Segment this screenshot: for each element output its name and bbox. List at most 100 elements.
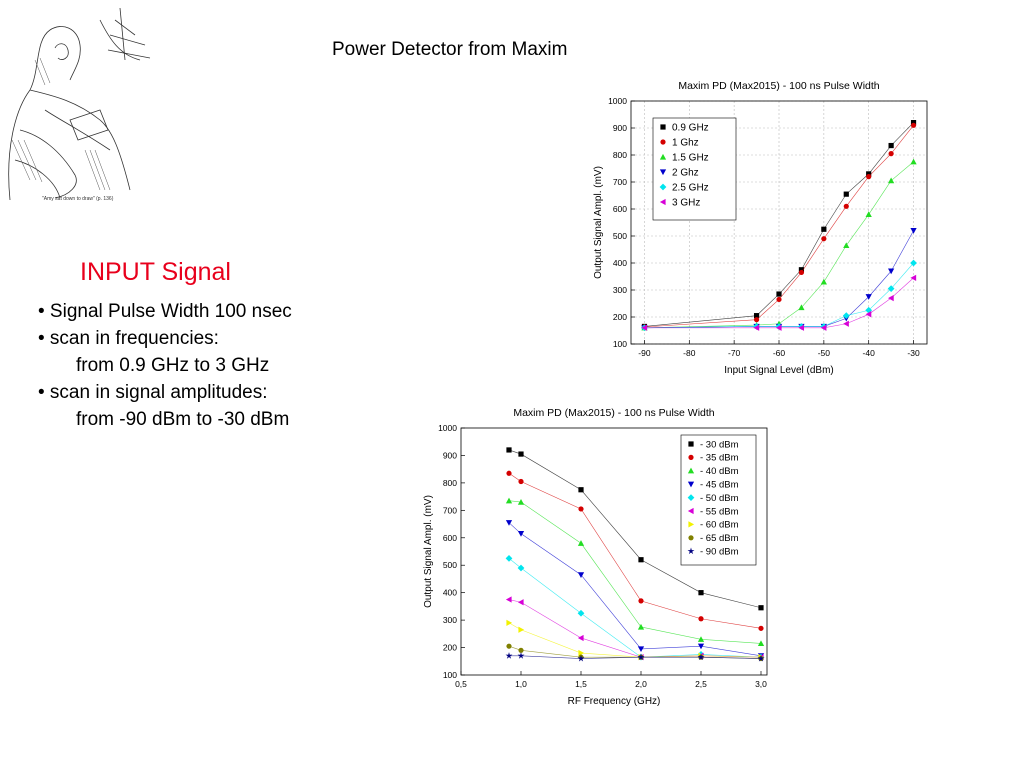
x-axis-label: Input Signal Level (dBm) xyxy=(724,365,834,376)
x-tick-label: 1,0 xyxy=(515,679,527,689)
bullet-item: from -90 dBm to -30 dBm xyxy=(76,409,290,430)
data-point-marker xyxy=(865,294,872,300)
data-point-marker xyxy=(577,654,585,662)
series xyxy=(505,520,765,659)
data-point-marker xyxy=(843,203,849,209)
bullet-item: • Signal Pulse Width 100 nsec xyxy=(38,301,292,322)
data-point-marker xyxy=(820,324,827,331)
data-point-marker xyxy=(688,441,694,447)
data-point-marker xyxy=(505,596,512,603)
data-point-marker xyxy=(888,177,895,184)
illustration-caption: "Amy sat down to draw" (p. 136) xyxy=(42,196,114,202)
data-point-marker xyxy=(798,304,805,311)
data-point-marker xyxy=(798,267,805,273)
data-point-marker xyxy=(698,616,704,622)
legend-label: - 60 dBm xyxy=(700,520,739,531)
y-tick-label: 700 xyxy=(613,177,627,187)
data-point-marker xyxy=(687,467,695,474)
x-tick-label: 1,5 xyxy=(575,679,587,689)
data-point-marker xyxy=(505,520,513,526)
data-point-marker xyxy=(577,609,585,617)
chart-power-vs-input-level: Maxim PD (Max2015) - 100 ns Pulse Width 1… xyxy=(593,80,928,376)
y-tick-label: 800 xyxy=(443,478,457,488)
data-point-marker xyxy=(687,547,695,555)
data-point-marker xyxy=(775,324,782,331)
series xyxy=(505,497,765,647)
data-point-marker xyxy=(910,259,917,267)
plot-frame xyxy=(460,427,768,676)
legend-label: - 50 dBm xyxy=(700,493,739,504)
bullet-list: • Signal Pulse Width 100 nsec • scan in f… xyxy=(38,298,292,433)
data-point-marker xyxy=(659,183,667,191)
data-point-marker xyxy=(697,636,705,642)
x-tick-label: -40 xyxy=(863,348,876,358)
y-tick-label: 900 xyxy=(443,450,457,460)
chart-legend: 0.9 GHz 1 Ghz 1.5 GHz 2 Ghz 2.5 GHz 3 GHz xyxy=(652,117,737,221)
legend-frame xyxy=(680,434,757,566)
series-line xyxy=(508,500,762,644)
data-point-marker xyxy=(659,198,666,206)
legend-label: - 30 dBm xyxy=(700,439,739,450)
data-point-marker xyxy=(637,646,645,653)
data-point-marker xyxy=(506,619,513,626)
y-tick-label: 200 xyxy=(443,643,457,653)
data-point-marker xyxy=(758,625,764,631)
data-point-marker xyxy=(798,269,805,276)
series xyxy=(641,122,917,330)
series-line xyxy=(508,558,762,658)
data-point-marker xyxy=(637,653,645,661)
y-tick-label: 600 xyxy=(443,533,457,543)
bullet-item: • scan in frequencies: xyxy=(38,328,219,349)
data-point-marker xyxy=(688,454,694,460)
series xyxy=(506,470,764,631)
y-axis-label: Output Signal Ampl. (mV) xyxy=(423,495,434,608)
data-point-marker xyxy=(506,643,512,649)
series-line xyxy=(509,655,762,659)
data-point-marker xyxy=(910,158,917,165)
bullet-item: from 0.9 GHz to 3 GHz xyxy=(76,355,270,376)
series xyxy=(505,596,764,661)
x-tick-label: 2,0 xyxy=(635,679,647,689)
data-point-marker xyxy=(687,481,695,488)
girl-drawing-illustration: "Amy sat down to draw" (p. 136) xyxy=(8,7,151,202)
data-point-marker xyxy=(866,174,872,180)
series xyxy=(505,652,765,662)
series xyxy=(506,619,765,661)
data-point-marker xyxy=(518,478,524,485)
legend-label: - 65 dBm xyxy=(700,533,739,544)
y-axis-label: Output Signal Ampl. (mV) xyxy=(593,166,604,279)
x-tick-label: -90 xyxy=(638,348,651,358)
legend-frame xyxy=(652,117,737,221)
legend-label: 2 Ghz xyxy=(672,167,699,178)
y-tick-label: 500 xyxy=(613,231,627,241)
data-point-marker xyxy=(821,226,827,232)
data-point-marker xyxy=(505,554,513,562)
data-point-marker xyxy=(865,311,872,318)
legend-label: 2.5 GHz xyxy=(672,182,709,193)
data-point-marker xyxy=(843,242,850,249)
x-tick-label: -50 xyxy=(818,348,831,358)
x-axis-label: RF Frequency (GHz) xyxy=(568,696,661,707)
x-tick-label: -60 xyxy=(773,348,786,358)
data-point-marker xyxy=(517,652,525,659)
y-tick-label: 300 xyxy=(613,285,627,295)
data-point-marker xyxy=(910,274,917,281)
data-point-marker xyxy=(910,228,917,234)
legend-label: 1.5 GHz xyxy=(672,152,709,163)
data-point-marker xyxy=(577,572,585,578)
data-point-marker xyxy=(757,640,765,647)
input-signal-heading: INPUT Signal xyxy=(80,258,231,286)
data-point-marker xyxy=(688,535,694,541)
data-point-marker xyxy=(517,599,524,606)
data-point-marker xyxy=(866,171,872,177)
legend-label: - 90 dBm xyxy=(700,547,739,558)
data-point-marker xyxy=(506,470,512,476)
x-tick-label: 3,0 xyxy=(755,679,767,689)
data-point-marker xyxy=(698,590,704,596)
x-tick-label: -70 xyxy=(728,348,741,358)
chart-title: Maxim PD (Max2015) - 100 ns Pulse Width xyxy=(678,80,879,92)
series-line xyxy=(508,622,762,658)
data-point-marker xyxy=(888,268,895,275)
y-tick-label: 500 xyxy=(443,560,457,570)
data-point-marker xyxy=(758,605,764,611)
